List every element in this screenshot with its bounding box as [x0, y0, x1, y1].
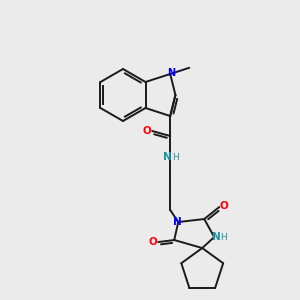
Text: H: H: [172, 152, 178, 161]
Text: H: H: [220, 232, 226, 242]
Text: O: O: [149, 237, 158, 247]
Text: O: O: [143, 126, 152, 136]
Text: N: N: [173, 217, 182, 227]
Text: N: N: [167, 68, 175, 78]
Text: N: N: [212, 232, 220, 242]
Text: N: N: [163, 152, 172, 162]
Text: O: O: [220, 201, 229, 211]
